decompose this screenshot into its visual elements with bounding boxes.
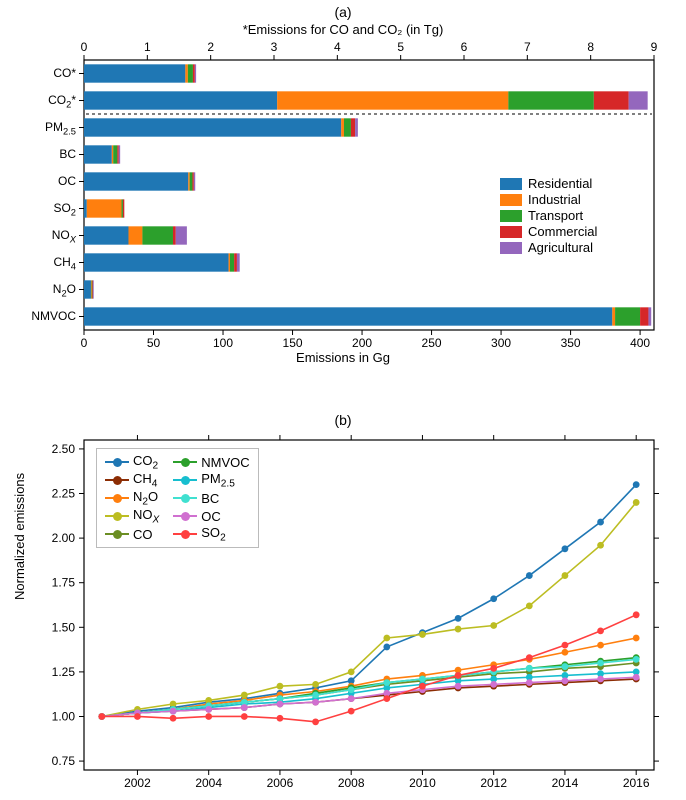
legend-label: N2O [133,489,158,508]
svg-text:2004: 2004 [195,776,222,790]
svg-text:1.50: 1.50 [52,620,76,634]
legend-item: SO2 [173,525,249,543]
panel-b-y-axis-label: Normalized emissions [12,473,27,600]
legend-item: BC [173,489,249,507]
panel-a-category-label: N2O [0,282,76,298]
legend-item: N2O [105,489,159,507]
panel-a-category-label: NMVOC [0,309,76,323]
legend-label: PM2.5 [201,471,235,490]
legend-label: OC [201,509,221,524]
panel-a-category-label: CH4 [0,255,76,271]
legend-swatch [105,455,129,469]
svg-text:2010: 2010 [409,776,436,790]
legend-swatch [105,473,129,487]
svg-text:2016: 2016 [623,776,650,790]
legend-label: CO [133,527,153,542]
panel-b-legend: CO2CH4N2ONOXCO NMVOCPM2.5BC OCSO2 [96,448,259,548]
svg-text:2014: 2014 [552,776,579,790]
svg-text:0.75: 0.75 [52,754,76,768]
legend-item: NMVOC [173,453,249,471]
legend-swatch [173,473,197,487]
legend-swatch [105,527,129,541]
panel-a-category-label: SO2 [0,201,76,217]
legend-item: NOX [105,507,159,525]
legend-swatch [173,455,197,469]
legend-label: CH4 [133,471,157,490]
legend-item: CH4 [105,471,159,489]
panel-a-category-label: BC [0,147,76,161]
panel-a-category-label: OC [0,174,76,188]
svg-text:2006: 2006 [267,776,294,790]
svg-text:1.75: 1.75 [52,576,76,590]
legend-swatch [173,491,197,505]
legend-label: BC [201,491,219,506]
legend-swatch [105,491,129,505]
legend-item: PM2.5 [173,471,249,489]
legend-label: SO2 [201,525,225,544]
svg-text:2.50: 2.50 [52,442,76,456]
panel-a-category-label: PM2.5 [0,120,76,136]
svg-text:2.25: 2.25 [52,487,76,501]
svg-text:1.25: 1.25 [52,665,76,679]
panel-a-category-label: CO* [0,66,76,80]
legend-swatch [105,509,129,523]
svg-text:2.00: 2.00 [52,531,76,545]
svg-text:2012: 2012 [480,776,507,790]
svg-text:2002: 2002 [124,776,151,790]
legend-item: CO2 [105,453,159,471]
legend-label: CO2 [133,453,158,472]
panel-b-chart: 0.75 1.00 1.25 1.50 1.75 2.00 2.25 2.50 2002 2004… [0,0,686,800]
legend-item: CO [105,525,159,543]
panel-a-category-label: CO2* [0,93,76,109]
legend-swatch [173,509,197,523]
svg-text:2008: 2008 [338,776,365,790]
legend-label: NOX [133,507,159,526]
legend-item: OC [173,507,249,525]
legend-swatch [173,527,197,541]
panel-a-category-label: NOX [0,228,76,244]
svg-text:1.00: 1.00 [52,709,76,723]
legend-label: NMVOC [201,455,249,470]
